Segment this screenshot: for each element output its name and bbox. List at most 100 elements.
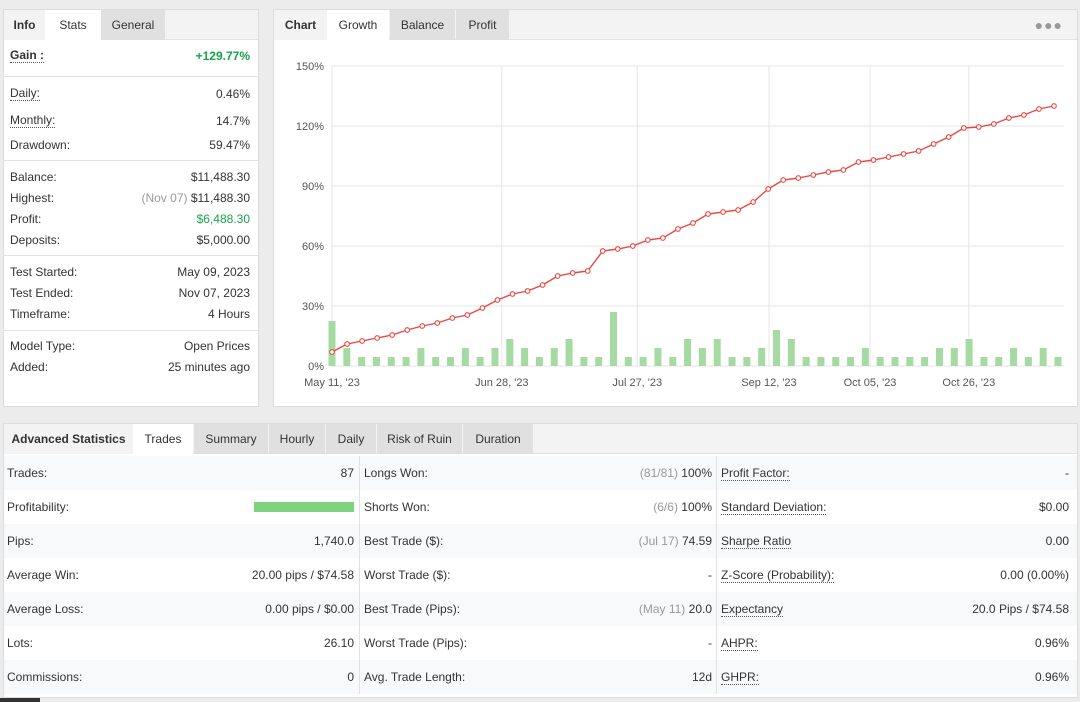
tab-balance[interactable]: Balance	[390, 10, 455, 40]
stat-cell: Avg. Trade Length: 12d	[361, 660, 716, 694]
daily-row: Daily: 0.46%	[10, 85, 250, 103]
stat-label: Average Win:	[7, 568, 79, 582]
x-tick-label: Oct 26, '23	[942, 377, 995, 389]
growth-point	[374, 335, 380, 341]
model-type-value: Open Prices	[183, 339, 250, 353]
volume-bar	[980, 357, 988, 366]
y-tick-label: 60%	[302, 241, 324, 253]
column-divider	[359, 524, 360, 558]
growth-point	[855, 159, 862, 165]
volume-bar	[713, 339, 721, 366]
tab-chart[interactable]: Chart	[274, 10, 327, 40]
stat-label[interactable]: Profit Factor:	[721, 466, 790, 481]
stat-label[interactable]: Expectancy	[721, 602, 784, 617]
profitability-bar	[254, 502, 354, 512]
y-tick-label: 120%	[296, 121, 324, 133]
stat-cell: Pips: 1,740.0	[4, 524, 358, 558]
stat-value: 26.10	[323, 636, 354, 650]
tab-daily[interactable]: Daily	[326, 424, 376, 454]
stat-label[interactable]: Standard Deviation:	[721, 500, 827, 515]
table-row: Trades: 87 Longs Won: (81/81) 100% Profit Fa…	[4, 456, 1077, 490]
stat-cell: Average Loss: 0.00 pips / $0.00	[4, 592, 358, 626]
column-divider	[716, 660, 717, 694]
stat-cell: Expectancy 20.0 Pips / $74.58	[718, 592, 1073, 626]
column-divider	[716, 592, 717, 626]
volume-bar	[758, 348, 766, 366]
volume-bar	[669, 357, 677, 366]
timeframe-row: Timeframe: 4 Hours	[10, 305, 250, 323]
column-divider	[359, 626, 360, 660]
stat-value-wrap: (81/81) 100%	[640, 456, 712, 490]
volume-bar	[728, 357, 736, 366]
volume-bar	[521, 348, 529, 366]
stat-cell: Average Win: 20.00 pips / $74.58	[4, 558, 358, 592]
tab-stats[interactable]: Stats	[45, 10, 101, 41]
stat-value-wrap: (May 11) 20.0	[639, 592, 712, 626]
stat-value: -	[708, 568, 712, 582]
stat-label[interactable]: AHPR:	[721, 636, 758, 651]
growth-point	[344, 341, 350, 347]
growth-point	[509, 291, 516, 297]
growth-point	[885, 154, 892, 160]
more-dots-icon[interactable]: ●●●	[1034, 17, 1063, 33]
growth-point	[584, 268, 591, 274]
volume-bar	[506, 339, 514, 366]
column-divider	[359, 456, 360, 490]
volume-bar	[372, 357, 380, 366]
advanced-statistics-panel: Advanced Statistics Trades Summary Hourl…	[3, 423, 1078, 698]
growth-point	[599, 248, 606, 254]
volume-bar	[550, 348, 558, 366]
tab-summary[interactable]: Summary	[194, 424, 268, 454]
growth-point	[990, 121, 997, 127]
tab-info[interactable]: Info	[4, 10, 45, 40]
growth-point	[915, 148, 922, 154]
stat-value-wrap: (6/6) 100%	[653, 490, 712, 524]
stat-value-wrap: 12d	[692, 660, 712, 694]
timeframe-value: 4 Hours	[207, 307, 250, 321]
tab-trades[interactable]: Trades	[133, 424, 193, 455]
volume-bar	[906, 357, 914, 366]
tab-growth[interactable]: Growth	[327, 10, 389, 41]
tab-duration[interactable]: Duration	[463, 424, 533, 454]
stat-cell: Commissions: 0	[4, 660, 358, 694]
volume-bar	[417, 348, 425, 366]
stat-cell: Sharpe Ratio 0.00	[718, 524, 1073, 558]
added-value: 25 minutes ago	[167, 360, 250, 374]
test-started-label: Test Started:	[10, 265, 78, 279]
stat-label: Shorts Won:	[364, 500, 430, 514]
tab-hourly[interactable]: Hourly	[269, 424, 325, 454]
stat-label: Profitability:	[7, 500, 70, 514]
stat-label[interactable]: GHPR:	[721, 670, 760, 685]
growth-point	[780, 177, 787, 183]
growth-point	[1051, 103, 1057, 109]
growth-point	[539, 282, 546, 288]
stat-label: Commissions:	[7, 670, 83, 684]
stat-cell: Profitability:	[4, 490, 358, 524]
tab-general[interactable]: General	[101, 10, 165, 40]
column-divider	[716, 626, 717, 660]
daily-value: 0.46%	[215, 87, 250, 101]
stat-cell: Best Trade ($): (Jul 17) 74.59	[361, 524, 716, 558]
tab-advanced-statistics[interactable]: Advanced Statistics	[4, 424, 133, 454]
y-tick-label: 0%	[308, 361, 324, 373]
balance-row: Balance: $11,488.30	[10, 168, 250, 186]
daily-label[interactable]: Daily:	[10, 86, 41, 101]
stat-value: 20.00 pips / $74.58	[251, 568, 354, 582]
volume-bar	[1010, 348, 1018, 366]
stat-value: 0.00	[1045, 534, 1069, 548]
drawdown-row: Drawdown: 59.47%	[10, 136, 250, 154]
growth-point	[975, 124, 982, 130]
gain-label[interactable]: Gain :	[10, 48, 45, 63]
monthly-label[interactable]: Monthly:	[10, 113, 56, 128]
tab-profit[interactable]: Profit	[456, 10, 509, 40]
stat-label[interactable]: Sharpe Ratio	[721, 534, 792, 549]
scrollbar[interactable]	[0, 698, 40, 702]
volume-bar	[402, 357, 410, 366]
column-divider	[359, 490, 360, 524]
growth-point	[645, 237, 651, 243]
drawdown-value: 59.47%	[209, 138, 250, 152]
tab-risk-of-ruin[interactable]: Risk of Ruin	[377, 424, 462, 454]
divider	[4, 76, 258, 77]
model-type-row: Model Type: Open Prices	[10, 337, 250, 355]
stat-label[interactable]: Z-Score (Probability):	[721, 568, 835, 583]
